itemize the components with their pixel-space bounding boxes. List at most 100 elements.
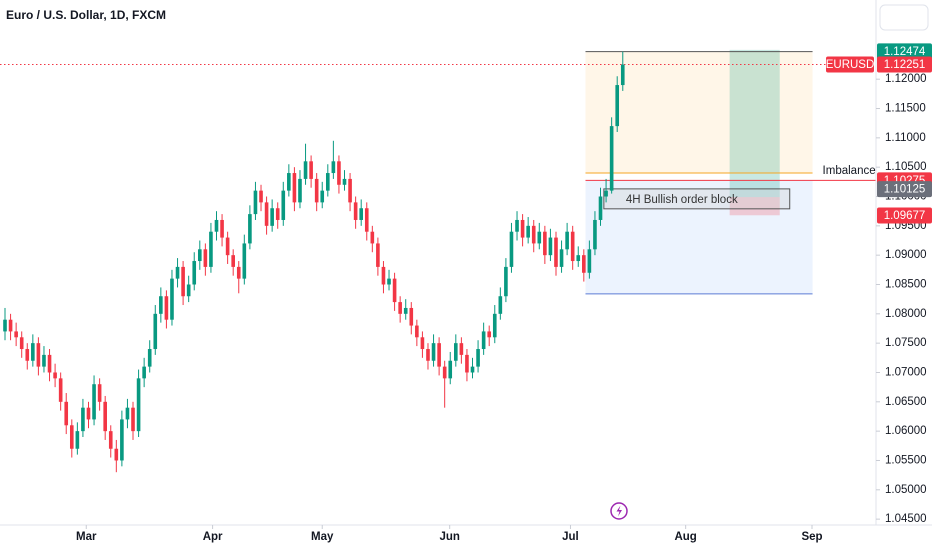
candle-body	[298, 178, 302, 203]
y-tick-label: 1.11000	[885, 132, 926, 144]
candle-body	[97, 384, 102, 402]
candle-body	[409, 307, 414, 326]
candle-body	[31, 343, 35, 361]
candle-body	[582, 255, 586, 273]
plot: Imbalance	[0, 49, 876, 473]
candle-body	[320, 190, 325, 203]
candle-body	[459, 343, 464, 355]
candle-body	[543, 231, 547, 256]
candle-body	[515, 219, 519, 232]
y-tick-label: 1.07000	[885, 367, 927, 379]
candle-body	[236, 266, 241, 279]
candle-body	[476, 349, 480, 367]
y-tick-label: 1.10500	[885, 161, 927, 173]
candle-body	[75, 431, 80, 449]
candle-body	[325, 173, 330, 191]
current-price-tag-bg	[877, 56, 932, 73]
x-tick-label: Apr	[203, 531, 223, 543]
candle-body	[92, 384, 96, 420]
candle-body	[615, 85, 620, 127]
candle-body	[504, 266, 508, 297]
y-tick-label: 1.08000	[885, 308, 927, 320]
candle-body	[248, 214, 252, 244]
zone	[729, 49, 780, 198]
candle-body	[147, 349, 152, 367]
candle-body	[548, 237, 553, 256]
candle-body	[554, 237, 558, 267]
price-tag: 1.09677	[884, 210, 926, 222]
candle-body	[125, 407, 130, 420]
candle-body	[242, 243, 247, 279]
candle-body	[531, 225, 536, 244]
candle-body	[604, 190, 608, 197]
y-tick-label: 1.04500	[885, 513, 927, 525]
candle-body	[86, 407, 91, 420]
candle-body	[220, 219, 224, 238]
candle-body	[364, 208, 369, 232]
candle-body	[159, 296, 163, 314]
candle-body	[437, 343, 441, 367]
candle-body	[253, 190, 258, 215]
candle-body	[448, 360, 453, 379]
candle-body	[120, 419, 124, 461]
candle-body	[36, 343, 41, 367]
y-tick-label: 1.06000	[885, 425, 927, 437]
toolbar-button[interactable]	[879, 4, 929, 31]
y-tick-label: 1.09000	[885, 249, 927, 261]
candle-body	[337, 161, 341, 185]
price-tag-bg	[877, 181, 932, 198]
candle-body	[81, 407, 85, 432]
x-tick-label: May	[311, 531, 334, 543]
candle-body	[142, 366, 146, 379]
candle-body	[292, 173, 297, 203]
candle-body	[598, 196, 603, 220]
candle-body	[348, 178, 352, 203]
candle-body	[136, 378, 141, 432]
x-tick-label: Jun	[439, 531, 459, 543]
candle-body	[58, 378, 63, 402]
x-tick-label: Sep	[801, 531, 822, 543]
price-tag-bg	[877, 43, 932, 60]
candle-body	[454, 343, 458, 361]
zone	[585, 180, 813, 294]
candle-body	[42, 354, 46, 367]
candle-body	[108, 431, 113, 449]
candle-body	[559, 249, 564, 267]
candle-body	[8, 319, 13, 332]
candle-body	[526, 225, 530, 238]
candle-body	[398, 302, 402, 314]
x-tick-label: Aug	[674, 531, 696, 543]
candle-body	[465, 354, 469, 373]
y-tick-label: 1.05500	[885, 455, 927, 467]
candle-body	[303, 161, 308, 179]
candle-body	[331, 161, 336, 174]
candle-body	[415, 325, 419, 338]
price-tag: 1.12474	[884, 46, 926, 58]
candle-body	[131, 407, 135, 432]
candle-body	[19, 337, 24, 350]
candle-body	[47, 354, 52, 373]
candle-body	[264, 202, 269, 226]
candle-body	[3, 319, 7, 332]
y-tick-label: 1.06500	[885, 396, 927, 408]
candle-body	[492, 313, 497, 338]
x-tick-label: Jul	[562, 531, 579, 543]
candle-body	[314, 178, 319, 203]
candle-body	[509, 231, 514, 267]
candle-body	[387, 278, 391, 285]
candle-body	[487, 331, 492, 338]
candle-body	[270, 208, 274, 226]
zone	[729, 197, 780, 216]
candle-body	[587, 249, 592, 273]
y-tick-label: 1.05000	[885, 484, 927, 496]
candle-body	[309, 161, 313, 179]
candle-body	[259, 190, 263, 203]
candle-body	[565, 231, 569, 250]
candle-body	[593, 219, 597, 250]
candle-body	[170, 278, 174, 320]
candle-body	[442, 366, 447, 379]
candle-body	[275, 208, 280, 220]
candle-body	[164, 296, 169, 320]
candle-body	[570, 231, 575, 262]
